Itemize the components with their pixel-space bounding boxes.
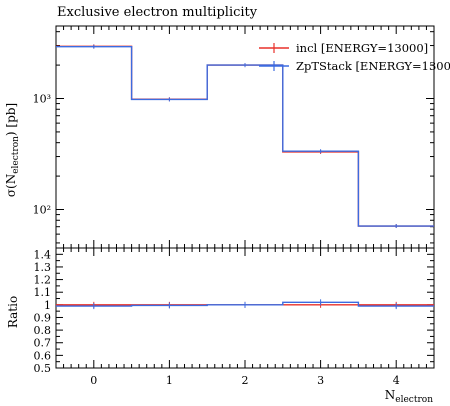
x-axis-label-subscript: electron <box>395 395 433 405</box>
y-tick-label: 10² <box>33 204 51 217</box>
y-axis-label-subscript: electron <box>11 136 21 174</box>
ratio-tick-label: 1.3 <box>34 261 52 274</box>
ratio-tick-label: 0.8 <box>34 324 52 337</box>
legend-label: incl [ENERGY=13000] <box>296 41 428 55</box>
y-tick-label: 10³ <box>33 93 51 106</box>
ratio-axis-label: Ratio <box>6 296 20 328</box>
chart-title: Exclusive electron multiplicity <box>57 5 258 20</box>
series-line-incl <box>56 45 434 227</box>
main-plot-panel: 10² 10³ <box>33 25 435 249</box>
x-axis-label: Nelectron <box>385 388 433 405</box>
x-tick-label: 1 <box>166 374 173 387</box>
ratio-plot-frame <box>55 247 435 369</box>
x-tick-label: 3 <box>317 374 324 387</box>
svg-text:σ(Nelectron) [pb]: σ(Nelectron) [pb] <box>4 103 21 197</box>
ratio-tick-label: 0.6 <box>34 349 52 362</box>
y-axis-label-suffix: ) [pb] <box>4 103 18 136</box>
x-axis-label-base: N <box>385 388 396 402</box>
legend: incl [ENERGY=13000] ZpTStack [ENERGY=1300 <box>259 41 450 73</box>
legend-label: ZpTStack [ENERGY=1300 <box>296 59 450 73</box>
ratio-tick-label: 1.2 <box>34 274 52 287</box>
series-line-zptstack <box>56 45 434 227</box>
ratio-tick-label: 1.1 <box>34 286 52 299</box>
ratio-plot-panel: 0.50.60.70.80.911.11.21.31.40 1 2 3 4 <box>34 247 435 387</box>
y-axis-label-prefix: σ(N <box>4 174 18 197</box>
ratio-tick-label: 1.4 <box>34 248 52 261</box>
ratio-tick-label: 0.5 <box>34 362 52 375</box>
ratio-tick-label: 0.7 <box>34 337 52 350</box>
x-tick-label: 4 <box>393 374 400 387</box>
y-axis-label: σ(Nelectron) [pb] <box>4 103 21 197</box>
ratio-tick-label: 0.9 <box>34 311 52 324</box>
x-tick-label: 2 <box>242 374 249 387</box>
ratio-tick-label: 1 <box>44 299 51 312</box>
x-tick-label: 0 <box>90 374 97 387</box>
